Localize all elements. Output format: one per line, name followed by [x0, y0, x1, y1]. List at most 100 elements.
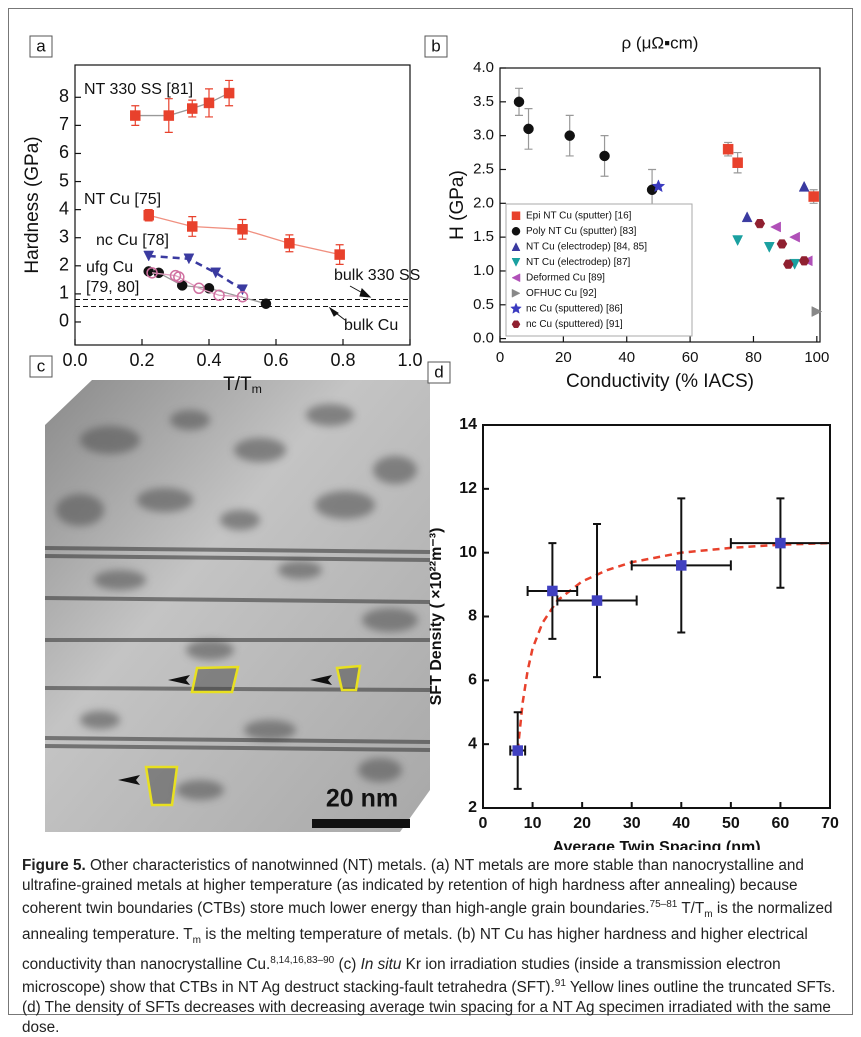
y-tick-label: 2.5	[473, 160, 494, 177]
marker	[143, 250, 155, 262]
marker	[798, 180, 810, 192]
marker	[163, 110, 175, 121]
y-tick-label: 1.0	[473, 262, 494, 279]
caption-text: Kr ion irradiation studies (inside a tra…	[22, 955, 781, 997]
legend-label: NT Cu (electrodep) [87]	[526, 257, 631, 268]
x-tick-label: 0	[496, 349, 504, 366]
marker	[798, 256, 810, 266]
marker	[732, 157, 743, 168]
marker	[203, 97, 215, 109]
x-tick-label: 40	[672, 815, 690, 832]
legend-label: nc Cu (sputtered) [86]	[526, 303, 623, 314]
marker	[808, 191, 819, 202]
y-tick-label: 8	[59, 86, 69, 106]
series-line	[148, 254, 244, 291]
y-tick-label: 8	[468, 608, 477, 625]
y-tick-label: 6	[59, 142, 69, 162]
x-axis-label: Average Twin Spacing (nm)	[552, 839, 760, 850]
marker	[676, 560, 687, 571]
annotation: ufg Cu	[86, 259, 133, 276]
legend-marker	[510, 302, 522, 314]
x-axis-label: T/Tm	[223, 374, 262, 396]
legend-label: nc Cu (sputtered) [91]	[526, 319, 623, 330]
scale-bar-label: 20 nm	[326, 785, 398, 813]
y-tick-label: 1	[59, 283, 69, 303]
caption-text: Other characteristics of nanotwinned (NT…	[22, 857, 804, 918]
caption-text: m	[192, 934, 201, 946]
y-tick-label: 2	[468, 799, 477, 816]
caption-text: (c)	[334, 955, 361, 973]
x-tick-label: 0.6	[263, 350, 288, 370]
panel-label: d	[434, 362, 443, 381]
y-tick-label: 14	[459, 416, 477, 433]
marker	[564, 130, 575, 141]
marker	[334, 249, 345, 260]
x-tick-label: 0.4	[196, 350, 221, 370]
y-tick-label: 6	[468, 672, 477, 689]
legend-marker	[511, 273, 521, 283]
caption-text: 8,14,16,83–90	[270, 954, 335, 966]
marker	[789, 231, 800, 243]
x-tick-label: 0	[479, 815, 488, 832]
y-axis-label: H (GPa)	[447, 170, 468, 240]
series-line	[516, 541, 831, 751]
figure: 20 nm cca0.00.20.40.60.81.0012345678T/Tm…	[22, 33, 839, 850]
marker	[237, 284, 248, 296]
annotation: bulk Cu	[344, 317, 398, 334]
caption-text: 91	[554, 978, 566, 990]
legend-marker	[511, 242, 521, 251]
marker	[732, 235, 744, 247]
legend-box	[505, 203, 693, 337]
marker	[763, 242, 775, 253]
x-tick-label: 20	[573, 815, 591, 832]
x-axis-label-text: Average Twin Spacing (nm)	[552, 839, 760, 850]
panel-label-box	[427, 361, 451, 384]
y-tick-label: 12	[459, 480, 477, 497]
panel-label-box	[29, 355, 53, 378]
caption-text: 75–81	[649, 899, 678, 911]
marker	[599, 150, 610, 162]
caption-text: In situ	[360, 955, 402, 973]
marker	[776, 239, 788, 249]
x-axis-label: Conductivity (% IACS)	[566, 371, 754, 392]
y-tick-label: 3.0	[473, 127, 494, 144]
annotation: NT 330 SS [81]	[84, 81, 193, 98]
x-axis-label-text: Conductivity (% IACS)	[566, 371, 754, 392]
caption-text: is the melting temperature of metals. (b…	[22, 925, 808, 973]
marker	[651, 179, 666, 193]
chart-title: ρ (μΩ▪cm)	[622, 33, 699, 52]
marker	[722, 143, 734, 155]
plot-frame	[74, 64, 411, 346]
y-tick-label: 0	[59, 311, 69, 331]
legend-label: Deformed Cu [89]	[526, 272, 605, 283]
marker	[130, 110, 141, 121]
y-tick-label: 2	[59, 255, 69, 275]
x-axis-label-sub: m	[252, 382, 262, 396]
legend-marker	[511, 320, 521, 328]
marker	[523, 123, 534, 135]
marker	[210, 267, 222, 279]
y-tick-label: 4.0	[473, 59, 494, 76]
y-tick-label: 1.5	[473, 228, 494, 245]
caption-text: m	[704, 909, 713, 921]
caption-text: is the normalized annealing temperature.…	[22, 900, 833, 943]
marker	[146, 267, 158, 279]
panel-label-box	[424, 35, 448, 58]
legend-label: OFHUC Cu [92]	[526, 288, 597, 299]
panel-label-box	[29, 35, 53, 58]
annotation: nc Cu [78]	[96, 232, 169, 249]
legend-label: Poly NT Cu (sputter) [83]	[526, 226, 637, 237]
x-tick-label: 30	[623, 815, 641, 832]
x-axis-label-text: T/T	[223, 374, 252, 395]
marker	[770, 221, 781, 233]
y-tick-label: 7	[59, 114, 69, 134]
y-tick-label: 4	[59, 198, 69, 218]
legend-marker	[511, 211, 521, 220]
legend-label: NT Cu (electrodep) [84, 85]	[526, 241, 647, 252]
marker	[187, 221, 198, 232]
caption: Figure 5. Other characteristics of nanot…	[22, 856, 837, 1037]
x-tick-label: 0.0	[62, 350, 87, 370]
marker	[811, 306, 823, 317]
annotation: NT Cu [75]	[84, 191, 161, 208]
arrows	[328, 285, 372, 321]
